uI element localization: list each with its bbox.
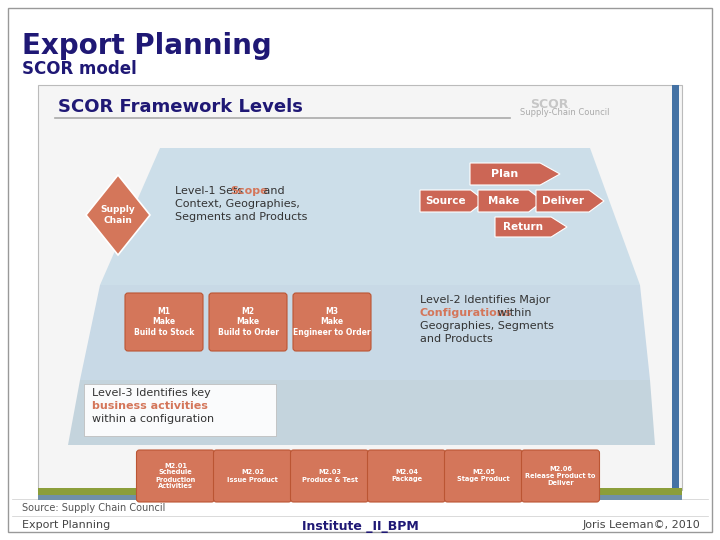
Text: Institute _II_BPM: Institute _II_BPM bbox=[302, 520, 418, 533]
Bar bbox=[38, 488, 682, 495]
Polygon shape bbox=[536, 190, 604, 212]
Text: M1
Make
Build to Stock: M1 Make Build to Stock bbox=[134, 307, 194, 337]
Text: Level-2 Identifies Major: Level-2 Identifies Major bbox=[420, 295, 550, 305]
FancyBboxPatch shape bbox=[444, 450, 523, 502]
Polygon shape bbox=[470, 163, 560, 185]
Text: SCOR: SCOR bbox=[530, 98, 568, 111]
FancyBboxPatch shape bbox=[137, 450, 215, 502]
FancyBboxPatch shape bbox=[290, 450, 369, 502]
Text: Plan: Plan bbox=[492, 169, 518, 179]
Text: M2.04
Package: M2.04 Package bbox=[391, 469, 422, 483]
Text: Deliver: Deliver bbox=[541, 196, 583, 206]
FancyBboxPatch shape bbox=[84, 384, 276, 436]
FancyBboxPatch shape bbox=[521, 450, 600, 502]
Text: Level-1 Sets: Level-1 Sets bbox=[175, 186, 247, 196]
FancyBboxPatch shape bbox=[209, 293, 287, 351]
Text: Make: Make bbox=[487, 196, 519, 206]
Text: Return: Return bbox=[503, 222, 543, 232]
Text: M2.02
Issue Product: M2.02 Issue Product bbox=[227, 469, 278, 483]
Text: Supply
Chain: Supply Chain bbox=[101, 205, 135, 225]
Polygon shape bbox=[478, 190, 543, 212]
Text: Export Planning: Export Planning bbox=[22, 520, 110, 530]
Bar bbox=[672, 85, 679, 490]
Text: and: and bbox=[260, 186, 284, 196]
Text: M2.01
Schedule
Production
Activities: M2.01 Schedule Production Activities bbox=[156, 462, 196, 489]
Text: Supply-Chain Council: Supply-Chain Council bbox=[520, 108, 610, 117]
FancyBboxPatch shape bbox=[367, 450, 446, 502]
Polygon shape bbox=[68, 380, 655, 445]
Text: Export Planning: Export Planning bbox=[22, 32, 271, 60]
FancyBboxPatch shape bbox=[125, 293, 203, 351]
Text: within: within bbox=[494, 308, 531, 318]
Text: M3
Make
Engineer to Order: M3 Make Engineer to Order bbox=[293, 307, 371, 337]
Text: within a configuration: within a configuration bbox=[92, 414, 214, 424]
Text: SCOR Framework Levels: SCOR Framework Levels bbox=[58, 98, 303, 116]
Text: Level-3 Identifies key: Level-3 Identifies key bbox=[92, 388, 211, 398]
Text: Source: Supply Chain Council: Source: Supply Chain Council bbox=[22, 503, 166, 513]
Polygon shape bbox=[495, 217, 567, 237]
FancyBboxPatch shape bbox=[214, 450, 292, 502]
Text: Geographies, Segments: Geographies, Segments bbox=[420, 321, 554, 331]
Text: Source: Source bbox=[425, 196, 466, 206]
Text: and Products: and Products bbox=[420, 334, 492, 344]
Text: business activities: business activities bbox=[92, 401, 208, 411]
Text: M2.03
Produce & Test: M2.03 Produce & Test bbox=[302, 469, 358, 483]
FancyBboxPatch shape bbox=[8, 8, 712, 532]
Text: M2
Make
Build to Order: M2 Make Build to Order bbox=[217, 307, 279, 337]
Polygon shape bbox=[100, 148, 640, 285]
Text: M2.05
Stage Product: M2.05 Stage Product bbox=[457, 469, 510, 483]
FancyBboxPatch shape bbox=[293, 293, 371, 351]
Polygon shape bbox=[86, 175, 150, 255]
Text: Segments and Products: Segments and Products bbox=[175, 212, 307, 222]
Text: Joris Leeman©, 2010: Joris Leeman©, 2010 bbox=[582, 520, 700, 530]
Polygon shape bbox=[420, 190, 485, 212]
Text: Configurations: Configurations bbox=[420, 308, 512, 318]
Text: SCOR model: SCOR model bbox=[22, 60, 137, 78]
Bar bbox=[38, 85, 682, 490]
Text: Scope: Scope bbox=[230, 186, 268, 196]
Text: M2.06
Release Product to
Deliver: M2.06 Release Product to Deliver bbox=[526, 466, 595, 486]
Text: Context, Geographies,: Context, Geographies, bbox=[175, 199, 300, 209]
Bar bbox=[38, 495, 682, 500]
Polygon shape bbox=[80, 285, 650, 380]
